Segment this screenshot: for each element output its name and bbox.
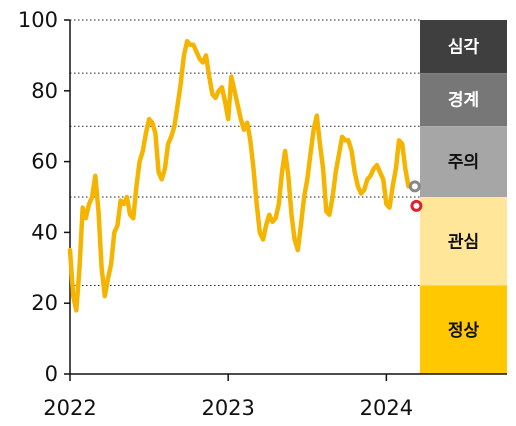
zone-label: 경계: [448, 91, 479, 111]
zone-band: [420, 20, 507, 74]
x-tick-label: 2024: [360, 396, 413, 420]
zone-label: 주의: [448, 153, 479, 173]
y-tick-label: 0: [45, 362, 58, 386]
zone-band: [420, 73, 507, 127]
x-tick-label: 2022: [43, 396, 96, 420]
series-layer: [67, 38, 411, 313]
axes: [69, 20, 507, 375]
y-tick-label: 60: [31, 150, 58, 174]
end-markers: [408, 180, 423, 212]
zone-band: [420, 285, 507, 374]
y-tick-label: 40: [31, 220, 58, 244]
zone-band: [420, 197, 507, 286]
zone-label: 심각: [448, 38, 480, 58]
y-tick-label: 20: [31, 291, 58, 315]
x-axis-ticks: 2022 2023 2024: [43, 374, 413, 420]
zone-label: 정상: [448, 321, 480, 341]
series-line: [67, 38, 411, 313]
y-axis-ticks: 0 20 40 60 80 100: [18, 8, 70, 386]
y-tick-label: 100: [18, 8, 58, 32]
x-tick-label: 2023: [201, 396, 254, 420]
end-marker: [408, 180, 421, 193]
threshold-grid: [70, 19, 420, 286]
end-marker: [410, 199, 423, 212]
zone-label: 관심: [448, 232, 479, 252]
zone-band: [420, 126, 507, 197]
y-tick-label: 80: [31, 79, 58, 103]
